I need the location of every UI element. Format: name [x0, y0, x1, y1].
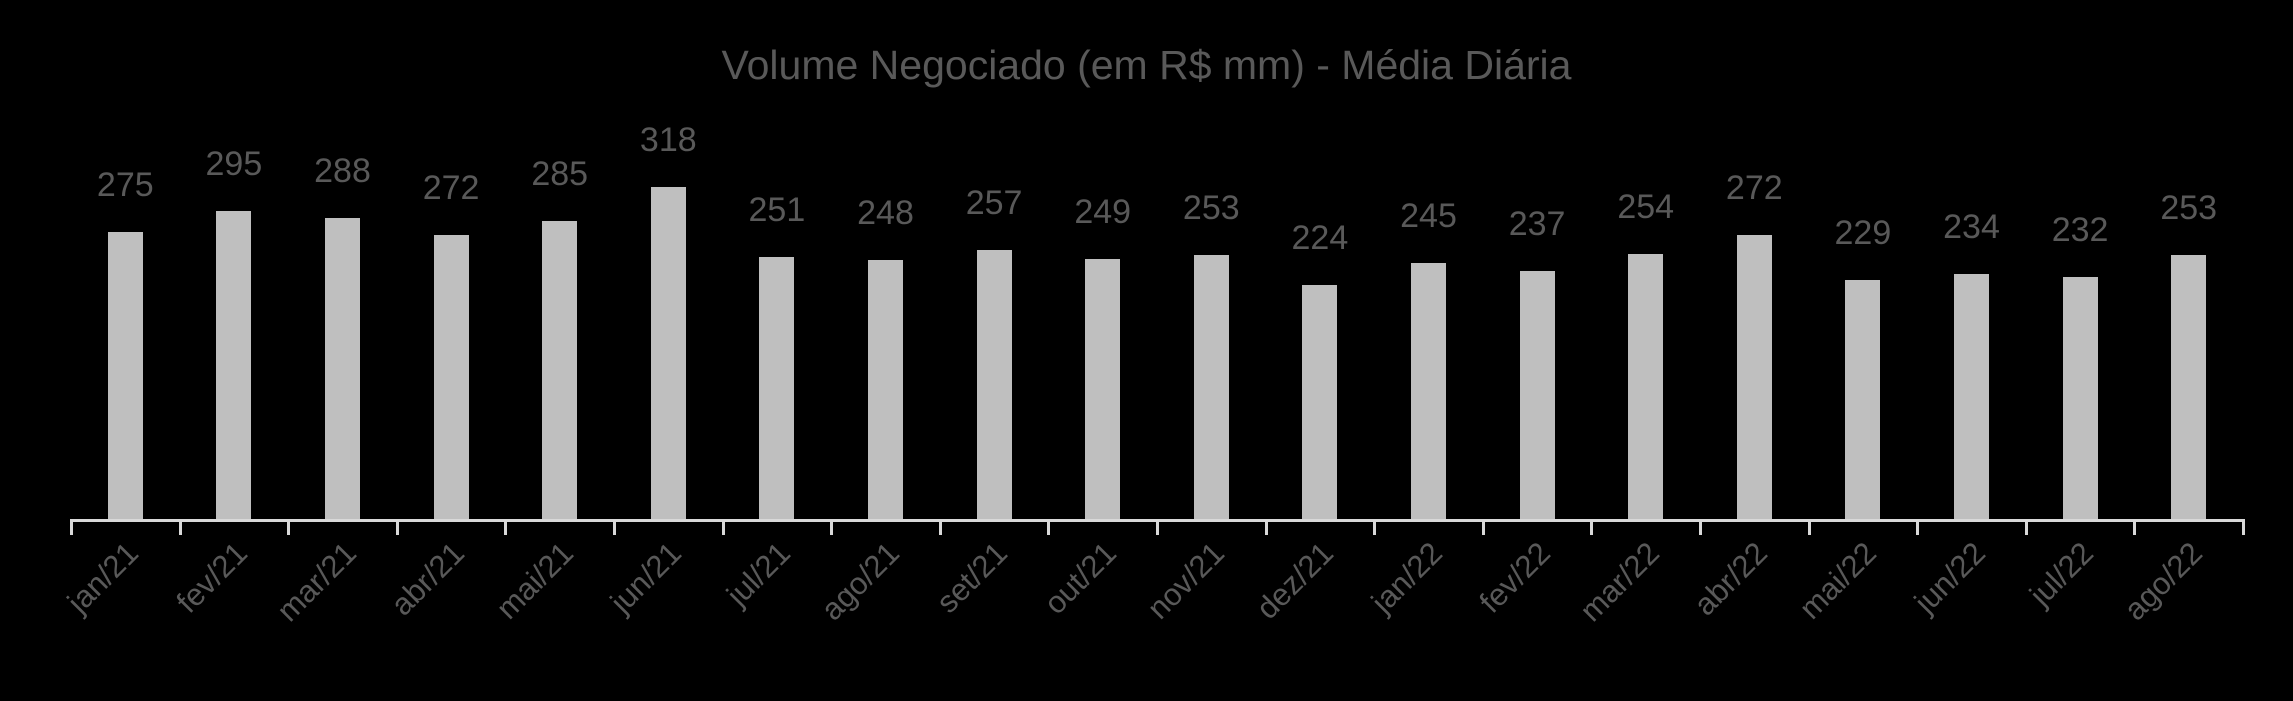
x-axis-tick [395, 519, 399, 535]
x-axis-tick [1699, 519, 1702, 535]
bar-abr-22 [1736, 234, 1772, 519]
data-label: 253 [1182, 188, 1240, 227]
x-axis-label: mai/22 [1792, 535, 1883, 626]
x-axis-label: fev/22 [1472, 535, 1558, 620]
bar-jan-22 [1411, 262, 1446, 519]
x-axis-tick [504, 519, 508, 535]
x-axis-tick [938, 519, 942, 535]
data-label: 234 [1943, 208, 2000, 247]
data-label: 248 [857, 193, 914, 232]
data-label: 232 [2051, 210, 2109, 249]
bar-mar-21 [325, 218, 360, 519]
data-label: 272 [1725, 168, 1783, 207]
x-axis-tick [1156, 519, 1159, 535]
data-label: 237 [1508, 205, 1566, 244]
data-label: 275 [96, 165, 154, 204]
x-axis-label: ago/22 [2116, 535, 2209, 628]
data-label: 251 [748, 190, 806, 229]
x-axis-tick [1916, 519, 1920, 535]
x-axis-tick [1481, 519, 1485, 535]
data-label: 254 [1617, 187, 1675, 226]
x-axis-label: mar/22 [1572, 535, 1666, 629]
x-axis-label: jul/21 [719, 535, 797, 613]
x-axis-tick [1807, 519, 1811, 535]
bar-ago-21 [868, 259, 903, 519]
x-axis-label: dez/21 [1249, 535, 1340, 626]
bar-mai-21 [542, 221, 578, 519]
data-label: 224 [1291, 218, 1349, 257]
chart-title: Volume Negociado (em R$ mm) - Média Diár… [721, 42, 1572, 88]
bar-jul-21 [759, 256, 795, 519]
bar-set-21 [976, 250, 1012, 519]
bar-jun-22 [1954, 274, 1989, 519]
x-axis-label: jan/21 [60, 535, 146, 620]
x-axis-tick [1047, 519, 1051, 535]
x-axis-label: out/21 [1037, 535, 1123, 621]
x-axis-tick [721, 519, 725, 535]
x-axis-tick [613, 519, 616, 535]
data-label: 295 [205, 144, 263, 183]
x-axis-label: jul/22 [2022, 535, 2101, 613]
x-axis-tick [1590, 519, 1594, 535]
bar-jan-21 [107, 231, 143, 519]
x-axis-tick [1373, 519, 1377, 535]
x-axis-tick [2024, 519, 2028, 535]
x-axis-label: abr/21 [384, 535, 472, 623]
bar-nov-21 [1193, 254, 1229, 519]
data-label: 245 [1400, 196, 1457, 235]
x-axis-label: nov/21 [1140, 535, 1232, 626]
x-axis-label: fev/21 [169, 535, 254, 620]
bar-abr-21 [433, 234, 469, 519]
data-label: 288 [314, 152, 371, 191]
x-axis-tick [70, 519, 73, 535]
x-axis-tick [1264, 519, 1268, 535]
data-label: 253 [2160, 188, 2218, 227]
data-label: 285 [531, 155, 589, 194]
x-axis-tick [2242, 519, 2245, 535]
data-label: 318 [639, 120, 697, 159]
bar-mar-22 [1628, 253, 1664, 519]
x-axis-label: ago/21 [813, 535, 906, 628]
x-axis-label: jan/22 [1364, 535, 1449, 620]
bar-dez-21 [1302, 284, 1338, 519]
bar-fev-21 [216, 210, 252, 519]
bar-fev-22 [1519, 271, 1555, 519]
x-axis-tick [178, 519, 182, 535]
x-axis-label: mai/21 [489, 535, 580, 626]
data-label: 249 [1074, 192, 1132, 231]
data-label: 229 [1834, 213, 1892, 252]
bar-jun-21 [650, 186, 686, 519]
x-axis-label: jun/22 [1907, 535, 1992, 620]
x-axis-tick [2133, 519, 2137, 535]
x-axis-label: abr/22 [1687, 535, 1775, 623]
data-label: 257 [965, 184, 1023, 223]
x-axis-label: set/21 [929, 535, 1015, 620]
x-axis-label: jun/21 [603, 535, 689, 620]
x-axis-tick [287, 519, 291, 535]
x-axis-tick [830, 519, 834, 535]
bar-jul-22 [2062, 276, 2098, 519]
bar-ago-22 [2171, 254, 2207, 519]
x-axis-label: mar/21 [269, 535, 363, 629]
data-label: 272 [422, 168, 480, 207]
bar-mai-22 [1845, 279, 1881, 519]
bar-out-21 [1085, 258, 1121, 519]
